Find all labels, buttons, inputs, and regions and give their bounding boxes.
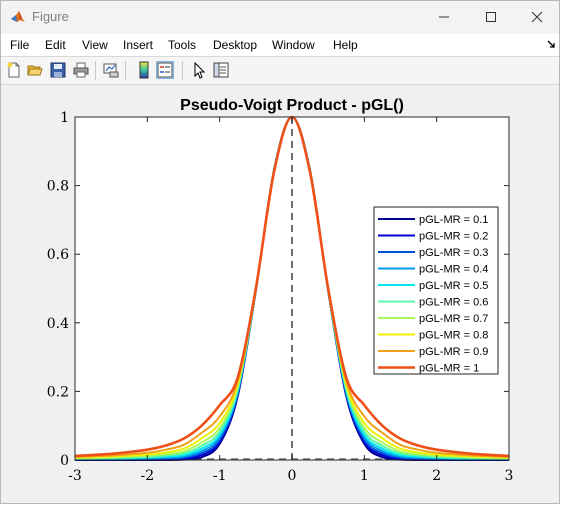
y-tick-label: 1 (60, 110, 69, 126)
legend-label-3: pGL-MR = 0.3 (419, 247, 488, 259)
printer-icon[interactable] (72, 61, 90, 79)
menu-file[interactable]: File (10, 38, 30, 52)
y-tick-label: 0.4 (47, 316, 69, 332)
legend[interactable]: pGL-MR = 0.1 pGL-MR = 0.2 pGL-MR = 0.3 pGL-… (373, 206, 499, 375)
menu-desktop[interactable]: Desktop (213, 38, 258, 52)
menu-insert[interactable]: Insert (123, 38, 154, 52)
new-file-icon[interactable] (5, 61, 23, 79)
legend-label-6: pGL-MR = 0.6 (419, 297, 488, 309)
y-tick-label: 0.2 (47, 384, 69, 400)
close-button[interactable] (514, 1, 559, 33)
x-tick-labels: -3 -2 -1 0 1 2 3 (68, 468, 513, 484)
property-inspector-icon[interactable] (212, 61, 230, 79)
legend-label-8: pGL-MR = 0.8 (419, 330, 488, 342)
legend-label-9: pGL-MR = 0.9 (419, 346, 488, 358)
legend-label-7: pGL-MR = 0.7 (419, 313, 488, 325)
legend-label-2: pGL-MR = 0.2 (419, 231, 488, 243)
legend-label-10: pGL-MR = 1 (419, 363, 479, 375)
menu-help[interactable]: Help (333, 38, 358, 52)
maximize-icon (486, 12, 496, 22)
y-tick-label: 0.6 (47, 247, 69, 263)
close-icon (531, 11, 543, 23)
open-folder-icon[interactable] (26, 61, 44, 79)
toolbar-separator (125, 61, 126, 80)
menu-tools[interactable]: Tools (168, 38, 197, 52)
dock-arrow-icon[interactable] (547, 40, 556, 49)
menu-view[interactable]: View (82, 38, 108, 52)
menu-window[interactable]: Window (272, 38, 315, 52)
y-tick-label: 0.8 (47, 179, 69, 195)
pointer-arrow-icon[interactable] (190, 61, 208, 79)
legend-label-1: pGL-MR = 0.1 (419, 214, 488, 226)
x-tick-label: -3 (68, 468, 82, 484)
title-bar[interactable]: Figure (1, 1, 559, 33)
x-tick-label: 2 (432, 468, 441, 484)
y-tick-labels: 0 0.2 0.4 0.6 0.8 1 (47, 110, 69, 469)
y-tick-label: 0 (60, 453, 69, 469)
matlab-icon (11, 11, 25, 22)
x-tick-label: 0 (288, 468, 297, 484)
plot-svg[interactable]: Pseudo-Voigt Product - pGL() -3 -2 -1 0 1 2 3 … (1, 85, 559, 503)
chart-title: Pseudo-Voigt Product - pGL() (180, 97, 404, 114)
x-tick-label: -1 (213, 468, 227, 484)
x-tick-label: -2 (141, 468, 155, 484)
figure-toolbar (1, 57, 559, 85)
insert-legend-button[interactable] (156, 61, 174, 79)
minimize-button[interactable] (421, 1, 467, 33)
save-disk-icon[interactable] (49, 61, 67, 79)
menu-bar: File Edit View Insert Tools Desktop Wind… (1, 34, 559, 57)
maximize-button[interactable] (468, 1, 514, 33)
toolbar-separator (182, 61, 183, 80)
link-plot-icon[interactable] (102, 61, 120, 79)
figure-canvas[interactable]: Pseudo-Voigt Product - pGL() -3 -2 -1 0 1 2 3 … (1, 85, 559, 503)
legend-icon (157, 62, 173, 78)
legend-label-4: pGL-MR = 0.4 (419, 264, 488, 276)
x-tick-label: 1 (360, 468, 369, 484)
x-tick-label: 3 (505, 468, 514, 484)
window-title: Figure (32, 9, 69, 24)
axis-ticks (74, 116, 510, 461)
toolbar-separator (95, 61, 96, 80)
colorbar-icon[interactable] (135, 61, 153, 79)
legend-label-5: pGL-MR = 0.5 (419, 280, 488, 292)
menu-edit[interactable]: Edit (45, 38, 66, 52)
minimize-icon (439, 16, 449, 18)
